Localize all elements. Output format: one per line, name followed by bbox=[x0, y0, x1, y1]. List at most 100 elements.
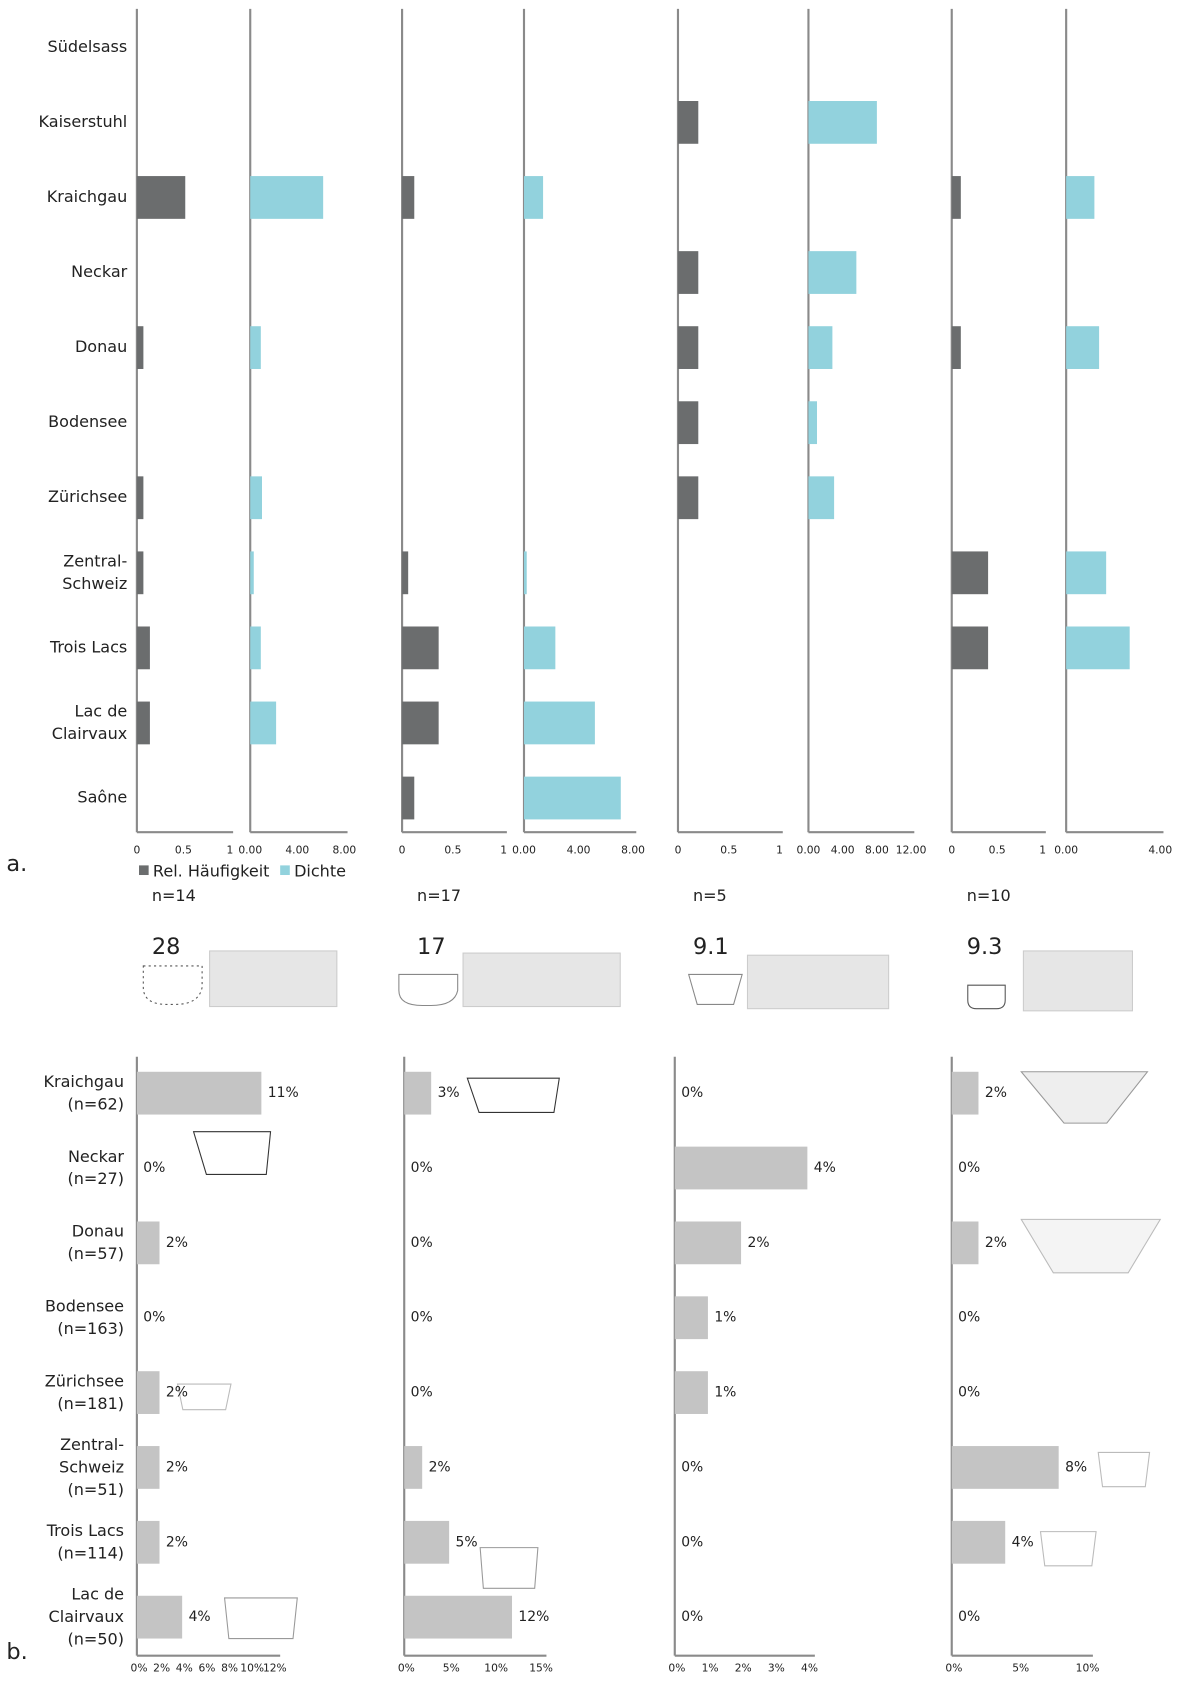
vessel-drawing bbox=[466, 1077, 560, 1113]
x-tick-label: 2% bbox=[153, 1661, 170, 1674]
bar bbox=[136, 1520, 160, 1564]
bar bbox=[808, 326, 833, 369]
category-label: Zentral-Schweiz (n=51) bbox=[59, 1434, 124, 1498]
value-label: 0% bbox=[143, 1310, 165, 1326]
x-tick-label: 0.5 bbox=[989, 843, 1006, 856]
vessel-drawing bbox=[192, 1131, 272, 1175]
value-label: 0% bbox=[411, 1385, 433, 1401]
x-tick-label: 6% bbox=[198, 1661, 215, 1674]
x-tick-label: 0.5 bbox=[175, 843, 192, 856]
bar bbox=[404, 1446, 423, 1489]
value-label: 1% bbox=[714, 1310, 736, 1326]
category-label: Kaiserstuhl bbox=[39, 112, 128, 131]
bar bbox=[951, 1520, 1006, 1564]
x-tick-label: 3% bbox=[768, 1661, 785, 1674]
value-label: 0% bbox=[681, 1085, 703, 1101]
value-label: 2% bbox=[166, 1534, 188, 1550]
x-tick-label: 1 bbox=[227, 843, 234, 856]
x-tick-label: 8.00 bbox=[621, 843, 645, 856]
bar bbox=[250, 626, 261, 670]
category-label: Neckar (n=27) bbox=[68, 1146, 125, 1187]
value-label: 0% bbox=[411, 1310, 433, 1326]
bar bbox=[250, 476, 262, 520]
bar bbox=[677, 101, 699, 144]
bar bbox=[136, 626, 150, 670]
value-label: 5% bbox=[456, 1534, 478, 1550]
category-label: Donau bbox=[75, 337, 127, 356]
x-tick-label: 1% bbox=[702, 1661, 719, 1674]
value-label: 4% bbox=[814, 1160, 836, 1176]
distribution-map bbox=[462, 952, 621, 1008]
x-tick-label: 0% bbox=[668, 1661, 685, 1674]
bar bbox=[1066, 176, 1095, 219]
bar bbox=[674, 1296, 708, 1340]
value-label: 0% bbox=[681, 1459, 703, 1475]
bar bbox=[523, 551, 527, 595]
bar bbox=[674, 1221, 742, 1265]
bar bbox=[250, 551, 254, 595]
x-tick-label: 0.00 bbox=[512, 843, 536, 856]
value-label: 11% bbox=[268, 1085, 299, 1101]
vessel-drawing bbox=[398, 973, 459, 1007]
x-tick-label: 10% bbox=[240, 1661, 264, 1674]
x-tick-label: 4% bbox=[801, 1661, 818, 1674]
bar bbox=[402, 551, 409, 595]
score: 9.3 bbox=[967, 934, 1003, 960]
vessel-drawing bbox=[223, 1597, 298, 1640]
category-label: Neckar bbox=[71, 262, 127, 281]
bar bbox=[523, 626, 556, 670]
x-tick-label: 1 bbox=[776, 843, 783, 856]
panel-label: b. bbox=[6, 1639, 27, 1665]
sample-size: n=14 bbox=[152, 886, 196, 905]
x-tick-label: 1 bbox=[1039, 843, 1046, 856]
bar bbox=[250, 701, 277, 745]
bar bbox=[674, 1146, 808, 1190]
bar bbox=[951, 176, 961, 219]
score: 9.1 bbox=[693, 934, 729, 960]
bar bbox=[951, 1446, 1059, 1489]
bar bbox=[523, 776, 621, 820]
category-label: Lac de Clairvaux bbox=[52, 701, 128, 742]
value-label: 3% bbox=[438, 1085, 460, 1101]
score: 17 bbox=[417, 934, 446, 960]
value-label: 4% bbox=[189, 1609, 211, 1625]
bar bbox=[677, 251, 699, 294]
x-tick-label: 4.00 bbox=[831, 843, 855, 856]
category-label: Südelsass bbox=[48, 37, 128, 56]
x-tick-label: 0 bbox=[399, 843, 406, 856]
sample-size: n=10 bbox=[967, 886, 1011, 905]
legend-swatch bbox=[139, 865, 149, 876]
bar bbox=[674, 1371, 708, 1414]
bar bbox=[136, 1446, 160, 1489]
x-tick-label: 0.00 bbox=[797, 843, 821, 856]
bar bbox=[402, 776, 415, 820]
panel-label: a. bbox=[6, 851, 27, 877]
vessel-drawing bbox=[479, 1547, 539, 1589]
bar bbox=[402, 701, 439, 745]
x-tick-label: 5% bbox=[443, 1661, 460, 1674]
x-tick-label: 8.00 bbox=[332, 843, 356, 856]
score: 28 bbox=[152, 934, 181, 960]
vessel-drawing bbox=[1097, 1451, 1151, 1488]
category-label: Lac de Clairvaux (n=50) bbox=[49, 1584, 125, 1648]
bar bbox=[677, 326, 699, 369]
x-tick-label: 4% bbox=[176, 1661, 193, 1674]
value-label: 4% bbox=[1012, 1534, 1034, 1550]
bar bbox=[136, 1221, 160, 1265]
x-tick-label: 4.00 bbox=[285, 843, 309, 856]
bar bbox=[250, 326, 261, 369]
x-tick-label: 8.00 bbox=[865, 843, 889, 856]
value-label: 0% bbox=[411, 1160, 433, 1176]
x-tick-label: 8% bbox=[221, 1661, 238, 1674]
bar bbox=[523, 176, 544, 219]
bar bbox=[951, 1221, 979, 1265]
bar bbox=[136, 476, 144, 520]
value-label: 0% bbox=[411, 1235, 433, 1251]
x-tick-label: 15% bbox=[529, 1661, 553, 1674]
vessel-drawing bbox=[142, 965, 203, 1005]
x-tick-label: 2% bbox=[735, 1661, 752, 1674]
vessel-drawing bbox=[967, 984, 1006, 1010]
bar bbox=[402, 626, 439, 670]
